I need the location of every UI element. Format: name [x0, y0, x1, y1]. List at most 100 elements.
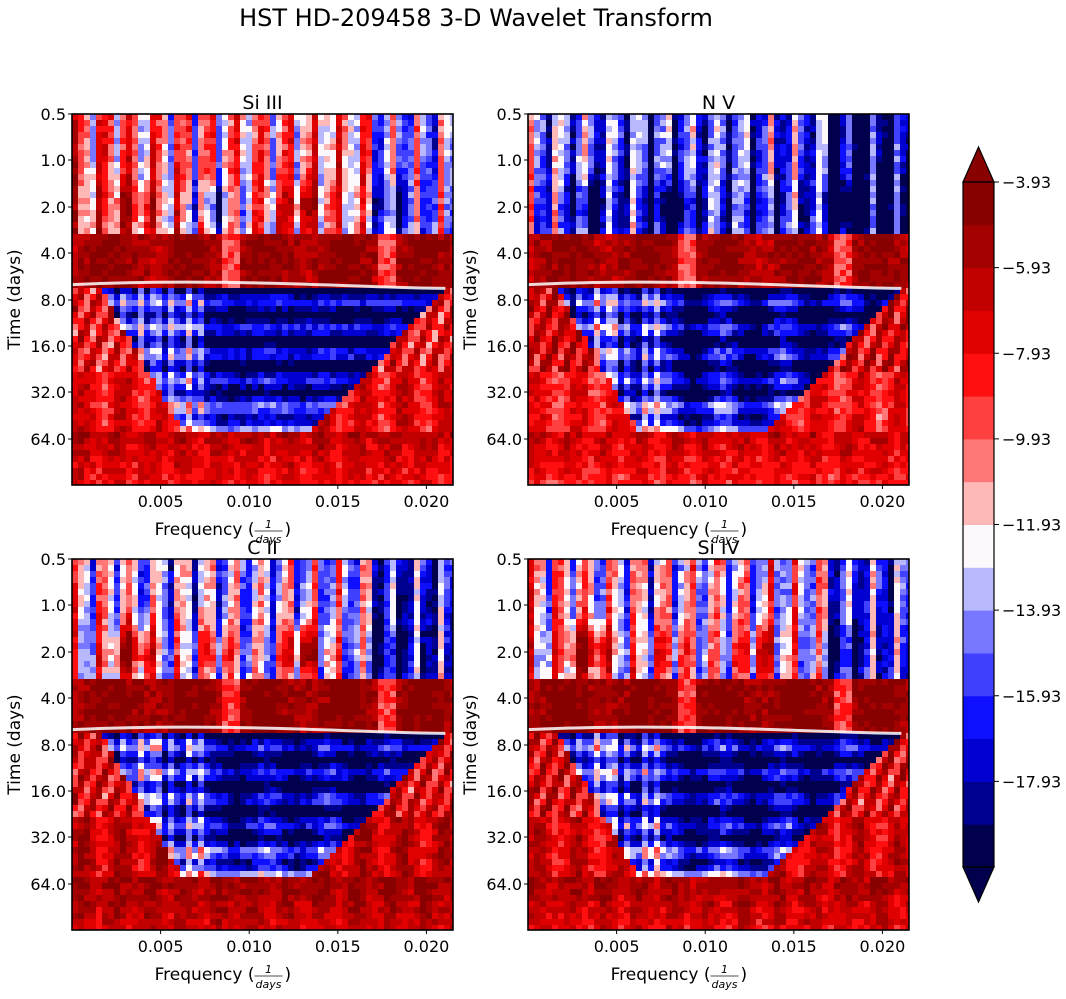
y-tick-label: 64.0	[30, 875, 66, 894]
y-axis-label: Time (days)	[461, 694, 481, 795]
x-tick-label: 0.020	[860, 492, 906, 511]
y-axis-label: Time (days)	[5, 249, 25, 350]
y-tick-label: 2.0	[41, 643, 66, 662]
x-axis-label-numerator: 1	[721, 518, 728, 531]
colorbar-segment	[963, 182, 994, 226]
y-tick-label: 2.0	[497, 643, 522, 662]
x-tick-label: 0.010	[226, 492, 272, 511]
panel-title: Si IV	[698, 537, 740, 559]
y-axis-label: Time (days)	[5, 694, 25, 795]
y-tick-label: 4.0	[41, 244, 66, 263]
colorbar-segment	[963, 652, 994, 697]
x-axis-label-text: Frequency (	[155, 965, 255, 985]
y-tick-label: 8.0	[41, 736, 66, 755]
x-tick-label: 0.010	[682, 492, 728, 511]
y-tick-label: 8.0	[41, 291, 66, 310]
y-tick-label: 64.0	[486, 430, 522, 449]
x-axis-label-numerator: 1	[721, 963, 728, 976]
x-axis-label: Frequency ( 1 days)	[155, 963, 292, 991]
colorbar-tick-label: −9.93	[1002, 430, 1051, 449]
y-tick-label: 64.0	[30, 430, 66, 449]
y-tick-label: 2.0	[41, 198, 66, 217]
colorbar-tick-label: −17.93	[1002, 772, 1061, 791]
panel-title: C II	[247, 537, 278, 559]
x-tick-label: 0.005	[138, 937, 184, 956]
x-axis-label-denominator: days	[256, 533, 282, 546]
panel-nv: N V 0.5 1.0 2.0 4.0 8.0 16.0 32.0 64.0 Time (days…	[461, 92, 910, 546]
panel-siiii: Si III 0.5 1.0 2.0 4.0 8.0 16.0 32.0 64.0 Time (d…	[5, 92, 454, 546]
colorbar: −3.93 −5.93 −7.93 −9.93 −11.93 −13.93 −15.93 −1…	[962, 145, 1061, 904]
x-tick-label: 0.020	[860, 937, 906, 956]
colorbar-segment	[963, 781, 994, 825]
colorbar-extend-max	[962, 145, 995, 183]
x-tick-label: 0.015	[315, 492, 361, 511]
colorbar-segment	[963, 396, 994, 440]
y-tick-label: 4.0	[41, 689, 66, 708]
colorbar-segment	[963, 738, 994, 782]
panel-siiv: Si IV 0.5 1.0 2.0 4.0 8.0 16.0 32.0 64.0 Time (da…	[461, 537, 910, 991]
y-tick-label: 32.0	[30, 383, 66, 402]
figure-title: HST HD-209458 3-D Wavelet Transform	[239, 4, 713, 32]
x-tick-label: 0.010	[682, 937, 728, 956]
x-tick-label: 0.015	[315, 937, 361, 956]
y-tick-label: 32.0	[486, 828, 522, 847]
x-axis-label-text: Frequency (	[155, 520, 255, 540]
x-axis-label-suffix: )	[285, 965, 292, 985]
panel-cii: C II 0.5 1.0 2.0 4.0 8.0 16.0 32.0 64.0 Time (day…	[5, 537, 454, 991]
colorbar-tick-label: −13.93	[1002, 601, 1061, 620]
y-tick-label: 0.5	[497, 550, 522, 569]
colorbar-segment	[963, 438, 994, 483]
colorbar-segment	[963, 524, 994, 568]
colorbar-segment	[963, 610, 994, 654]
x-axis-label-numerator: 1	[265, 518, 272, 531]
x-axis-label-text: Frequency (	[611, 965, 711, 985]
x-tick-label: 0.020	[404, 937, 450, 956]
wavelet-panels: Si III 0.5 1.0 2.0 4.0 8.0 16.0 32.0 64.0 Time (d…	[5, 92, 910, 991]
y-tick-label: 8.0	[497, 291, 522, 310]
x-tick-label: 0.015	[771, 492, 817, 511]
colorbar-tick-label: −3.93	[1002, 173, 1051, 192]
colorbar-segment	[963, 695, 994, 740]
x-axis-label-denominator: days	[256, 978, 282, 991]
x-tick-label: 0.005	[594, 492, 640, 511]
contour-line	[71, 280, 446, 290]
heatmap-cells	[72, 559, 453, 930]
panel-title: Si III	[242, 92, 282, 114]
x-axis-label-denominator: days	[712, 533, 738, 546]
y-tick-label: 0.5	[41, 105, 66, 124]
contour-line	[527, 280, 902, 290]
colorbar-segment	[963, 481, 994, 525]
y-tick-label: 2.0	[497, 198, 522, 217]
y-tick-label: 1.0	[41, 596, 66, 615]
heatmap-cells	[528, 559, 909, 930]
heatmap-cells	[72, 114, 453, 485]
y-tick-label: 1.0	[497, 596, 522, 615]
colorbar-segment	[963, 224, 994, 269]
panel-title: N V	[702, 92, 735, 114]
x-axis-label-numerator: 1	[265, 963, 272, 976]
colorbar-segment	[963, 310, 994, 354]
y-tick-label: 8.0	[497, 736, 522, 755]
y-tick-label: 16.0	[30, 337, 66, 356]
contour-line	[71, 725, 446, 735]
colorbar-segment	[963, 353, 994, 397]
y-axis-label: Time (days)	[461, 249, 481, 350]
x-tick-label: 0.020	[404, 492, 450, 511]
colorbar-tick-label: −5.93	[1002, 259, 1051, 278]
y-tick-label: 16.0	[486, 337, 522, 356]
heatmap-cells	[528, 114, 909, 485]
y-tick-label: 0.5	[41, 550, 66, 569]
y-tick-label: 16.0	[30, 782, 66, 801]
colorbar-tick-label: −11.93	[1002, 516, 1061, 535]
y-tick-label: 4.0	[497, 244, 522, 263]
x-axis-label-text: Frequency (	[611, 520, 711, 540]
colorbar-tick-label: −15.93	[1002, 687, 1061, 706]
x-axis-label-denominator: days	[712, 978, 738, 991]
x-tick-label: 0.005	[138, 492, 184, 511]
x-tick-label: 0.010	[226, 937, 272, 956]
colorbar-tick-label: −7.93	[1002, 344, 1051, 363]
x-axis-label-suffix: )	[285, 520, 292, 540]
colorbar-segment	[963, 567, 994, 611]
x-tick-label: 0.005	[594, 937, 640, 956]
